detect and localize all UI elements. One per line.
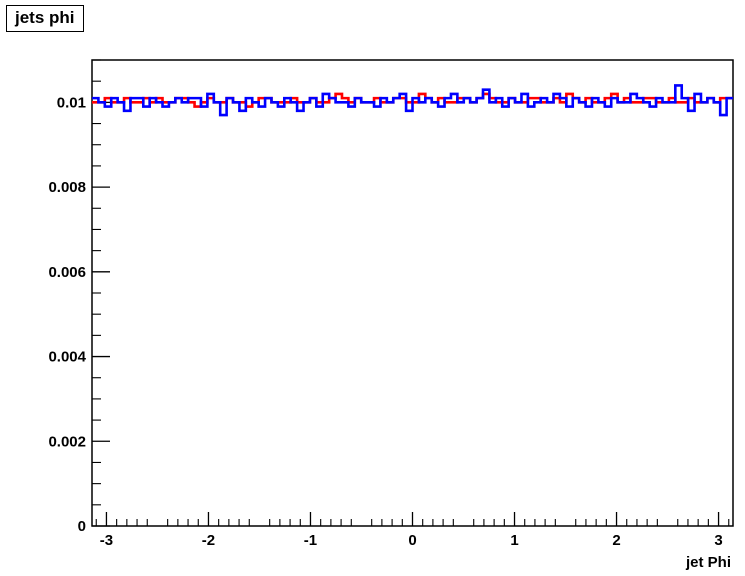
x-tick-label: 3 [714,532,722,549]
blue-histogram-series [92,84,733,117]
chart-title: jets phi [6,5,84,32]
y-tick-label: 0 [78,518,86,535]
plot-frame [91,59,734,527]
x-tick-label: -3 [100,532,113,549]
series-layer [92,84,733,117]
axis-ticks [92,59,730,527]
y-tick-label: 0.006 [48,264,86,281]
y-tick-label: 0.008 [48,179,86,196]
y-tick-label: 0.004 [48,349,86,366]
x-axis-title: jet Phi [685,554,731,571]
x-tick-label: -1 [304,532,317,549]
x-tick-label: 1 [510,532,518,549]
y-tick-label: 0.01 [57,94,86,111]
x-tick-label: -2 [202,532,215,549]
x-tick-label: 0 [408,532,416,549]
y-tick-label: 0.002 [48,433,86,450]
tick-labels: -3 -2 -1 0 1 2 3 0 0.002 0.004 0.006 0.008 0.01 [48,94,722,549]
x-tick-label: 2 [612,532,620,549]
